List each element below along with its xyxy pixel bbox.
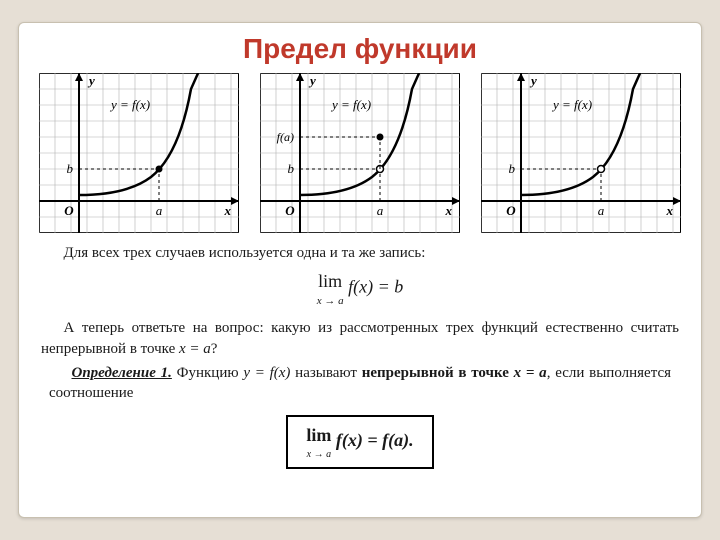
svg-text:y = f(x): y = f(x) — [551, 97, 592, 112]
svg-text:x: x — [665, 203, 673, 218]
svg-text:O: O — [506, 203, 516, 218]
boxed-rhs: f(x) = f(a). — [336, 430, 414, 450]
line-1: Для всех трех случаев используется одна … — [41, 243, 679, 263]
svg-text:y: y — [308, 73, 316, 88]
svg-text:a: a — [377, 203, 384, 218]
svg-text:y = f(x): y = f(x) — [109, 97, 150, 112]
boxed-lim: lim — [306, 423, 331, 447]
svg-text:O: O — [285, 203, 295, 218]
lim-rhs: f(x) = b — [348, 277, 403, 297]
svg-text:b: b — [508, 161, 515, 176]
svg-text:y = f(x): y = f(x) — [330, 97, 371, 112]
limit-formula-1: lim x → a f(x) = b — [41, 269, 679, 308]
boxed-formula: lim x → a f(x) = f(a). — [286, 415, 433, 469]
svg-text:y: y — [529, 73, 537, 88]
page-title: Предел функции — [19, 33, 701, 65]
boxed-sub: x → a — [306, 448, 331, 462]
definition-line: Определение 1. Функцию y = f(x) называют… — [41, 363, 679, 404]
svg-text:x: x — [224, 203, 232, 218]
definition-label: Определение 1. — [72, 365, 172, 381]
svg-text:a: a — [156, 203, 163, 218]
svg-text:a: a — [597, 203, 604, 218]
boxed-formula-wrap: lim x → a f(x) = f(a). — [41, 415, 679, 469]
graph-1: Ox y a b y = f(x) — [39, 73, 239, 233]
question-line: А теперь ответьте на вопрос: какую из ра… — [41, 318, 679, 359]
lim-word: lim — [317, 269, 344, 293]
svg-text:f(a): f(a) — [277, 130, 294, 144]
graphs-row: Ox y a b y = f(x) f(a) Ox y a b y = f(x) Ox y a b y =… — [19, 73, 701, 233]
svg-text:b: b — [67, 161, 74, 176]
svg-text:O: O — [65, 203, 75, 218]
svg-text:x: x — [444, 203, 452, 218]
graph-3: Ox y a b y = f(x) — [481, 73, 681, 233]
lim-sub: x → a — [317, 294, 344, 309]
svg-text:y: y — [87, 73, 95, 88]
slide-card: Предел функции Ox y a b y = f(x) f(a) Ox y a b y … — [18, 22, 702, 518]
graph-2: f(a) Ox y a b y = f(x) — [260, 73, 460, 233]
svg-text:b: b — [287, 161, 294, 176]
text-body: Для всех трех случаев используется одна … — [19, 243, 701, 469]
